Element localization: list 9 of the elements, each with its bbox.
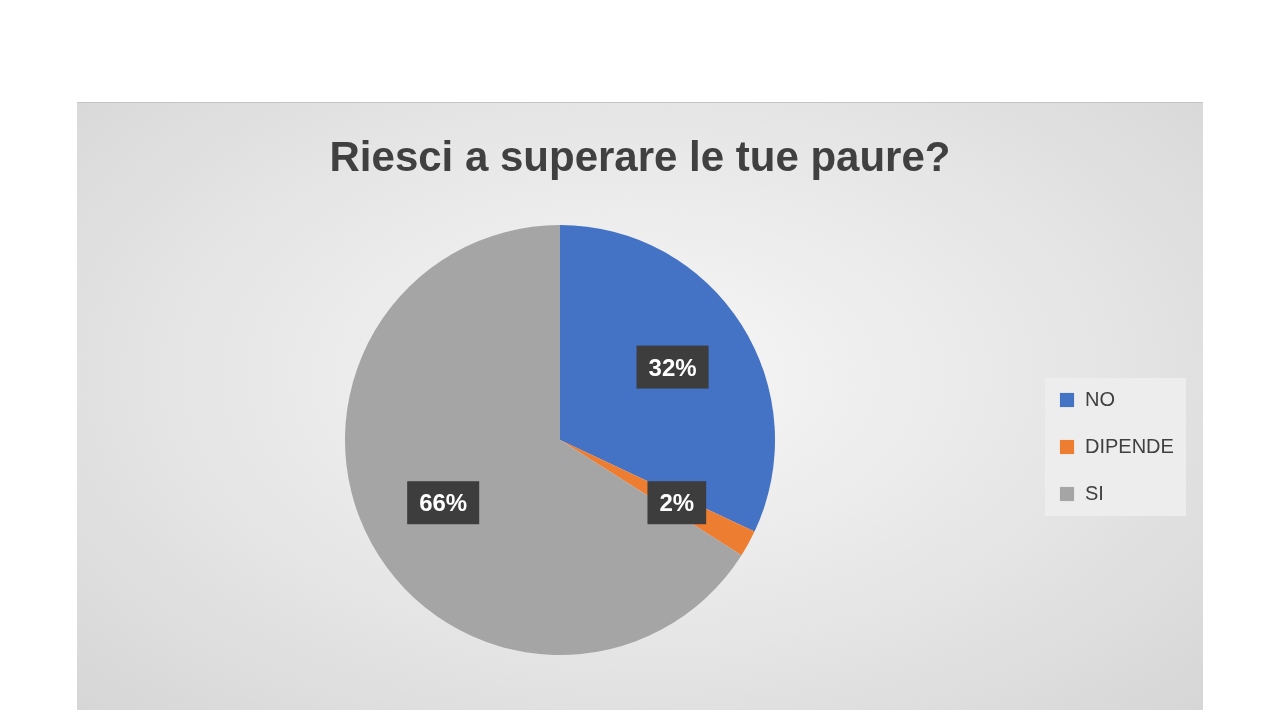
chart-title: Riesci a superare le tue paure?: [329, 133, 951, 180]
pie-slice: [345, 225, 742, 655]
legend-label: SI: [1085, 482, 1104, 504]
legend-label: NO: [1085, 388, 1115, 410]
pie-slice: [560, 225, 775, 532]
data-label: 32%: [648, 353, 697, 381]
legend-label: DIPENDE: [1085, 435, 1174, 457]
data-label: 66%: [419, 489, 468, 517]
data-label: 2%: [659, 489, 695, 517]
